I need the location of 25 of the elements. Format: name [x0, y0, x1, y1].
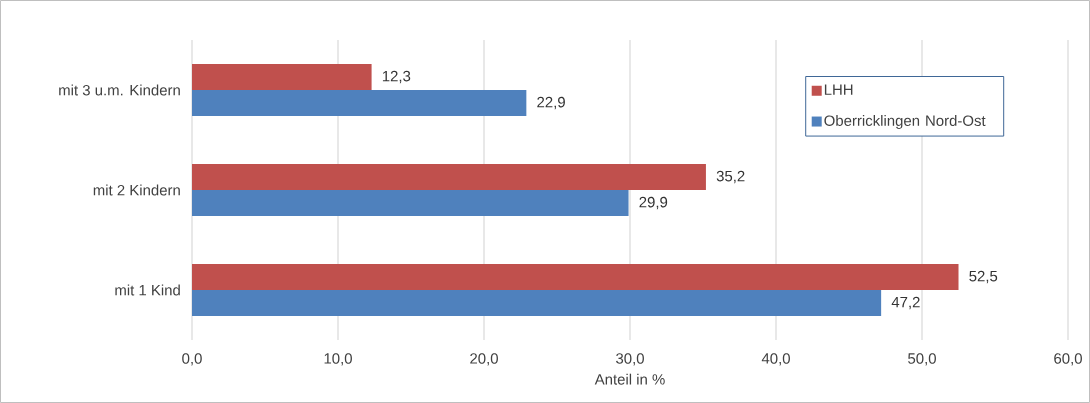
y-tick-label: mit 2 Kindern	[93, 184, 180, 196]
bar	[192, 190, 629, 216]
bar	[192, 290, 882, 316]
x-tick-label: 60,0	[1054, 353, 1082, 366]
data-label: 12,3	[382, 70, 411, 84]
y-tick-label: mit 3 u.m. Kindern	[59, 84, 180, 96]
data-label: 52,5	[969, 270, 998, 284]
bar	[192, 64, 372, 90]
data-label: 29,9	[639, 196, 668, 210]
legend-label: LHH	[824, 84, 853, 95]
legend-label: Oberricklingen Nord-Ost	[824, 115, 986, 129]
bar	[192, 264, 959, 290]
bar	[192, 90, 527, 116]
data-label: 22,9	[537, 96, 565, 110]
x-tick-label: 50,0	[908, 353, 936, 366]
data-label: 47,2	[891, 296, 920, 310]
x-tick-label: 20,0	[470, 353, 498, 366]
x-tick-label: 40,0	[761, 353, 790, 366]
x-tick-label: 0,0	[182, 353, 202, 366]
y-tick-label: mit 1 Kind	[115, 284, 180, 296]
x-tick-label: 10,0	[324, 353, 352, 366]
data-label: 35,2	[716, 170, 745, 184]
bar	[192, 164, 706, 190]
x-axis-title: Anteil in %	[594, 373, 665, 385]
x-tick-label: 30,0	[616, 353, 644, 366]
